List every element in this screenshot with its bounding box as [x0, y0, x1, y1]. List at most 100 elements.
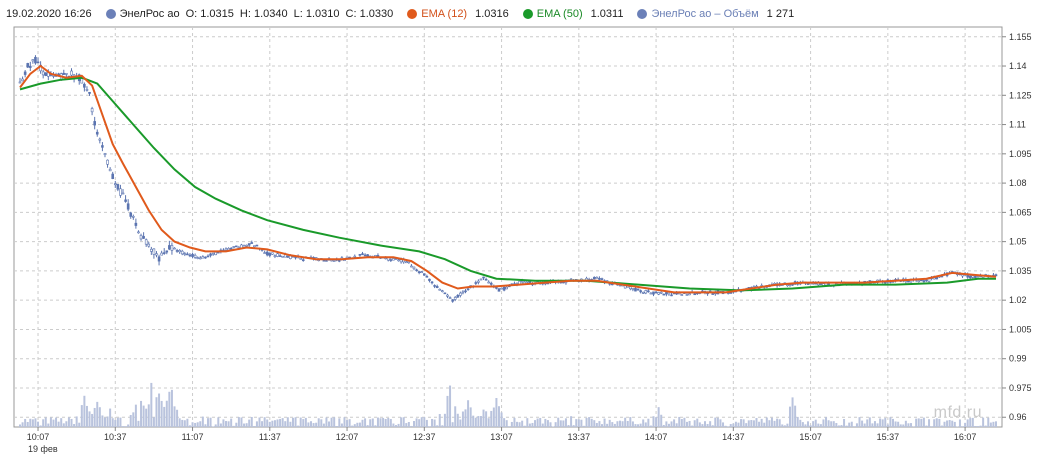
candle-body: [147, 243, 151, 247]
volume-bar: [119, 417, 122, 427]
volume-bar: [454, 406, 457, 427]
volume-bar: [428, 426, 431, 427]
candle-body: [363, 254, 367, 257]
volume-bar: [889, 417, 892, 427]
candle-body: [358, 254, 362, 256]
legend-ema12[interactable]: EMA (12) 1.0316: [407, 8, 509, 20]
volume-bar: [603, 418, 606, 427]
volume-bar: [273, 420, 276, 427]
volume-bar: [912, 426, 915, 427]
volume-bar: [580, 419, 583, 427]
volume-bar: [922, 417, 925, 427]
candle-body: [482, 276, 485, 279]
volume-bar: [255, 421, 258, 427]
volume-bar: [425, 419, 428, 427]
candle-body: [142, 236, 145, 239]
volume-bar: [237, 417, 240, 427]
volume-bar: [701, 424, 704, 427]
volume-bar: [88, 411, 91, 427]
volume-bar: [479, 416, 482, 427]
volume-bar: [137, 420, 140, 427]
volume-bar: [637, 424, 640, 427]
volume-bar: [98, 407, 101, 427]
y-tick-label: 1.155: [1009, 32, 1032, 42]
volume-bar: [410, 425, 413, 427]
candle-body: [191, 253, 194, 257]
plot-frame: [13, 26, 1003, 428]
volume-bar: [420, 417, 423, 427]
volume-bar: [729, 424, 732, 427]
candle-body: [124, 199, 127, 202]
volume-bar: [433, 419, 436, 427]
candle-body: [116, 184, 120, 190]
ema50-dot-icon: [522, 9, 533, 19]
legend-ema50[interactable]: EMA (50) 1.0311: [522, 8, 623, 20]
volume-bar: [495, 398, 498, 427]
ema12-label: EMA (12): [421, 8, 468, 20]
volume-bar: [974, 425, 977, 427]
volume-bar: [783, 425, 786, 427]
volume-bar: [595, 422, 598, 427]
volume-bar: [768, 420, 771, 427]
volume-bar: [67, 417, 70, 427]
volume-bar: [60, 418, 63, 427]
volume-bar: [150, 382, 153, 427]
volume-bar: [188, 425, 191, 427]
volume-bar: [629, 417, 632, 427]
candle-body: [420, 271, 424, 274]
volume-bar: [356, 422, 359, 427]
volume-bar: [801, 422, 804, 427]
volume-bar: [850, 421, 853, 427]
volume-label: ЭнелРос ао – Объём: [651, 8, 759, 20]
volume-bar: [724, 425, 727, 427]
volume-bar: [240, 417, 243, 427]
volume-bar: [441, 425, 444, 427]
candle-body: [659, 291, 663, 294]
volume-bar: [181, 419, 184, 427]
candle-body: [595, 276, 599, 279]
candle-body: [101, 145, 104, 148]
candle-body: [592, 277, 596, 280]
volume-bar: [855, 423, 858, 427]
volume-bar: [845, 425, 848, 427]
volume-bar: [418, 419, 421, 427]
volume-bar: [899, 424, 902, 427]
candle-body: [600, 278, 604, 280]
volume-bar: [397, 423, 400, 427]
candle-body: [206, 255, 210, 258]
volume-bar: [863, 423, 866, 427]
candle-body: [631, 287, 635, 290]
legend-ticker[interactable]: ЭнелРос ао O: 1.0315 H: 1.0340 L: 1.0310…: [105, 8, 393, 20]
x-tick-label: 14:37: [722, 432, 745, 442]
volume-bar: [598, 421, 601, 427]
volume-bar: [116, 417, 119, 427]
volume-bar: [933, 419, 936, 427]
volume-bar: [312, 423, 315, 427]
volume-bar: [122, 426, 125, 427]
candle-body: [693, 293, 697, 296]
volume-bar: [722, 422, 725, 427]
volume-bar: [26, 421, 29, 427]
volume-bar: [539, 417, 542, 427]
candle-body: [235, 245, 238, 248]
candle-body: [466, 288, 470, 290]
volume-bar: [552, 426, 555, 427]
volume-bar: [394, 425, 397, 427]
volume-bar: [219, 423, 222, 427]
candle-body: [98, 138, 102, 141]
candle-body: [415, 269, 418, 272]
volume-bar: [37, 421, 40, 427]
legend-volume[interactable]: ЭнелРос ао – Объём 1 271: [637, 8, 794, 20]
volume-bar: [42, 419, 45, 427]
volume-bar: [487, 418, 490, 427]
volume-bar: [29, 418, 32, 427]
volume-bar: [853, 426, 856, 427]
volume-bar: [704, 421, 707, 427]
volume-bar: [328, 421, 331, 427]
volume-bar: [438, 414, 441, 427]
candle-body: [23, 71, 27, 75]
candle-body: [412, 266, 416, 270]
candle-body: [629, 286, 632, 289]
volume-bar: [549, 422, 552, 427]
